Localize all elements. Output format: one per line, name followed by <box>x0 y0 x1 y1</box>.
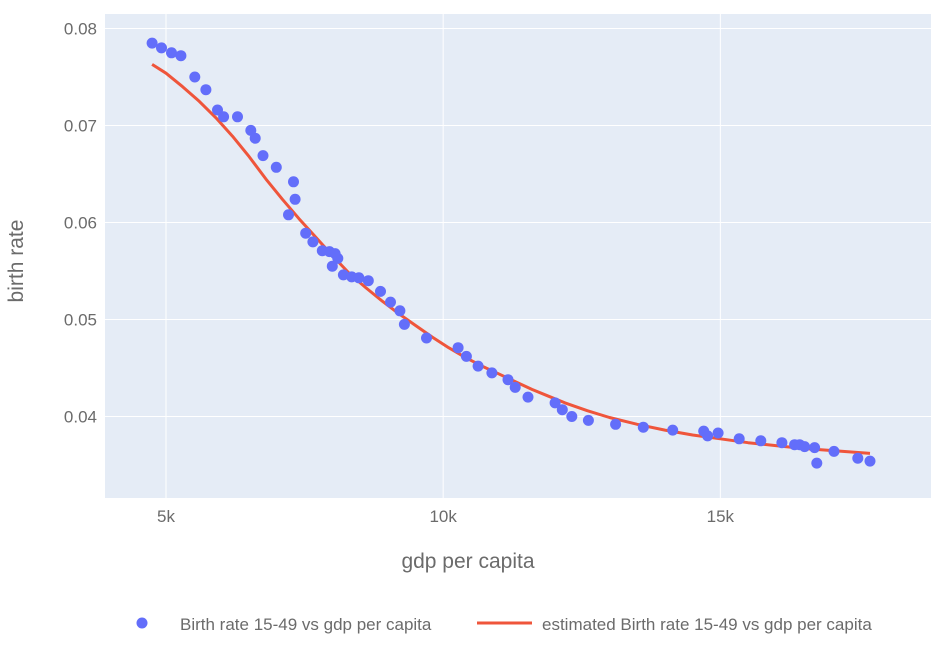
data-point <box>509 381 521 393</box>
data-point <box>702 430 714 442</box>
legend-item-markers[interactable]: Birth rate 15-49 vs gdp per capita <box>136 615 432 634</box>
data-point <box>398 318 410 330</box>
data-point <box>472 360 484 372</box>
data-point <box>337 269 349 281</box>
data-point <box>218 111 230 123</box>
x-axis-ticks: 5k 10k 15k <box>157 507 735 526</box>
y-tick-label: 0.08 <box>64 20 97 39</box>
data-point <box>733 433 745 445</box>
data-point <box>200 84 212 96</box>
data-point <box>755 435 767 447</box>
data-point <box>289 193 301 205</box>
data-point <box>175 50 187 62</box>
data-point <box>776 437 788 449</box>
data-point <box>307 236 319 248</box>
y-tick-label: 0.05 <box>64 311 97 330</box>
plot-area <box>105 14 931 498</box>
data-point <box>394 305 406 317</box>
y-tick-label: 0.07 <box>64 117 97 136</box>
fit-line <box>151 63 871 455</box>
x-tick-label: 15k <box>707 507 735 526</box>
data-point <box>166 47 177 59</box>
data-point <box>799 441 811 453</box>
data-point <box>300 227 312 239</box>
data-point <box>283 209 294 221</box>
legend-item-line[interactable]: estimated Birth rate 15-49 vs gdp per ca… <box>477 615 872 634</box>
legend[interactable]: Birth rate 15-49 vs gdp per capita estim… <box>136 615 873 634</box>
data-point <box>362 275 374 287</box>
data-point <box>852 452 864 464</box>
data-point <box>566 411 578 422</box>
data-point <box>156 42 167 54</box>
x-tick-label: 5k <box>157 507 175 526</box>
data-point <box>375 285 386 297</box>
data-point <box>332 252 344 264</box>
data-point <box>828 445 840 457</box>
data-point <box>637 421 649 433</box>
legend-label-line: estimated Birth rate 15-49 vs gdp per ca… <box>542 615 872 634</box>
data-point <box>502 374 514 386</box>
data-point <box>556 404 568 416</box>
y-axis-ticks: 0.04 0.05 0.06 0.07 0.08 <box>64 20 97 427</box>
data-point <box>712 427 724 439</box>
legend-label-markers: Birth rate 15-49 vs gdp per capita <box>180 615 432 634</box>
data-point <box>809 442 821 454</box>
data-point <box>385 296 396 308</box>
data-point <box>610 418 622 430</box>
data-point <box>452 342 464 354</box>
data-point <box>288 176 299 188</box>
y-tick-label: 0.06 <box>64 214 97 233</box>
y-tick-label: 0.04 <box>64 408 97 427</box>
data-point <box>460 350 472 362</box>
data-point <box>257 150 269 162</box>
grid-lines <box>105 14 931 498</box>
data-point <box>326 260 338 272</box>
data-point <box>582 414 594 426</box>
data-point <box>549 397 561 409</box>
data-point <box>667 424 679 436</box>
data-point <box>421 332 432 344</box>
data-point <box>270 161 282 173</box>
fit-line-series <box>151 63 871 455</box>
data-point <box>232 111 243 123</box>
data-point <box>486 367 498 379</box>
data-point <box>249 132 261 144</box>
marker-series <box>146 37 876 469</box>
x-tick-label: 10k <box>429 507 457 526</box>
data-point <box>811 457 823 469</box>
y-axis-title: birth rate <box>5 220 28 303</box>
data-point <box>353 272 365 284</box>
data-point <box>864 455 876 467</box>
data-point <box>522 391 534 403</box>
x-axis-title: gdp per capita <box>401 550 534 573</box>
data-point <box>146 37 158 49</box>
data-point <box>189 71 201 83</box>
legend-marker-swatch <box>136 617 148 629</box>
